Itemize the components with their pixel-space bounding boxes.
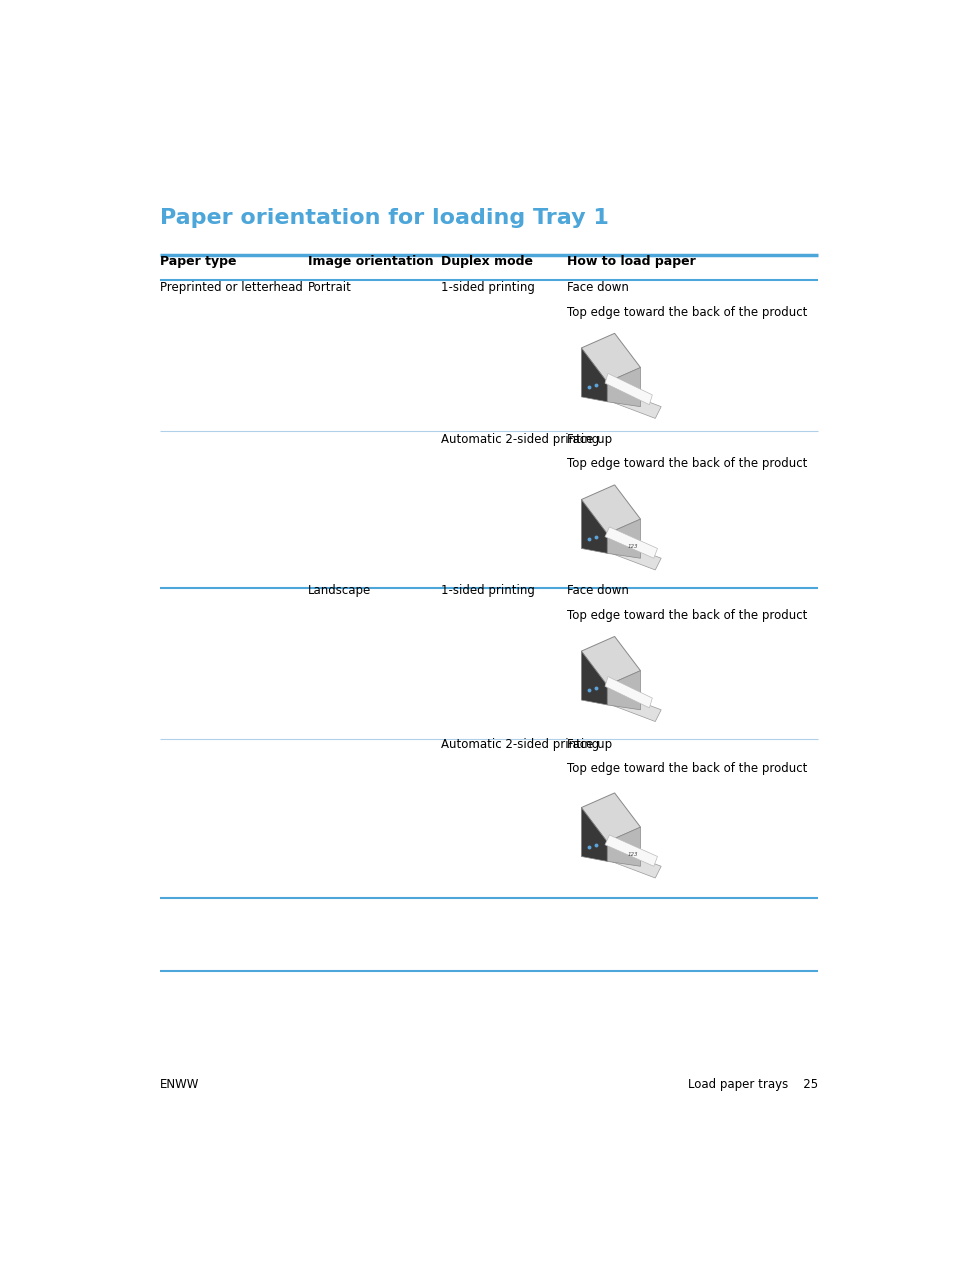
Text: Paper type: Paper type	[160, 255, 236, 268]
Text: Preprinted or letterhead: Preprinted or letterhead	[160, 281, 302, 295]
Text: 123: 123	[627, 544, 638, 549]
Text: Load paper trays    25: Load paper trays 25	[687, 1078, 817, 1091]
Text: Face up: Face up	[566, 433, 611, 446]
Polygon shape	[604, 677, 652, 707]
Polygon shape	[580, 792, 639, 842]
Polygon shape	[580, 348, 606, 401]
Text: 1-sided printing: 1-sided printing	[440, 584, 535, 597]
Text: ENWW: ENWW	[160, 1078, 199, 1091]
Text: Automatic 2-sided printing: Automatic 2-sided printing	[440, 738, 598, 751]
Text: Top edge toward the back of the product: Top edge toward the back of the product	[566, 608, 806, 622]
Polygon shape	[580, 808, 606, 861]
Text: 1-sided printing: 1-sided printing	[440, 281, 535, 295]
Text: Face down: Face down	[566, 584, 628, 597]
Polygon shape	[604, 834, 657, 866]
Text: Image orientation: Image orientation	[308, 255, 433, 268]
Text: Face down: Face down	[566, 281, 628, 295]
Polygon shape	[603, 691, 660, 721]
Text: Top edge toward the back of the product: Top edge toward the back of the product	[566, 306, 806, 319]
Polygon shape	[603, 847, 660, 878]
Text: Landscape: Landscape	[308, 584, 371, 597]
Text: Automatic 2-sided printing: Automatic 2-sided printing	[440, 433, 598, 446]
Polygon shape	[606, 827, 639, 866]
Polygon shape	[606, 519, 639, 559]
Text: Duplex mode: Duplex mode	[440, 255, 533, 268]
Polygon shape	[580, 333, 639, 382]
Text: How to load paper: How to load paper	[566, 255, 695, 268]
Polygon shape	[606, 367, 639, 406]
Text: Face up: Face up	[566, 738, 611, 751]
Polygon shape	[603, 538, 660, 570]
Text: Paper orientation for loading Tray 1: Paper orientation for loading Tray 1	[160, 208, 608, 227]
Polygon shape	[580, 485, 639, 533]
Text: Portrait: Portrait	[308, 281, 352, 295]
Text: Top edge toward the back of the product: Top edge toward the back of the product	[566, 762, 806, 775]
Text: Top edge toward the back of the product: Top edge toward the back of the product	[566, 457, 806, 470]
Text: 123: 123	[627, 852, 638, 857]
Polygon shape	[604, 527, 657, 559]
Polygon shape	[604, 373, 652, 405]
Polygon shape	[606, 671, 639, 710]
Polygon shape	[580, 636, 639, 686]
Polygon shape	[580, 499, 606, 554]
Polygon shape	[603, 387, 660, 418]
Polygon shape	[580, 652, 606, 705]
